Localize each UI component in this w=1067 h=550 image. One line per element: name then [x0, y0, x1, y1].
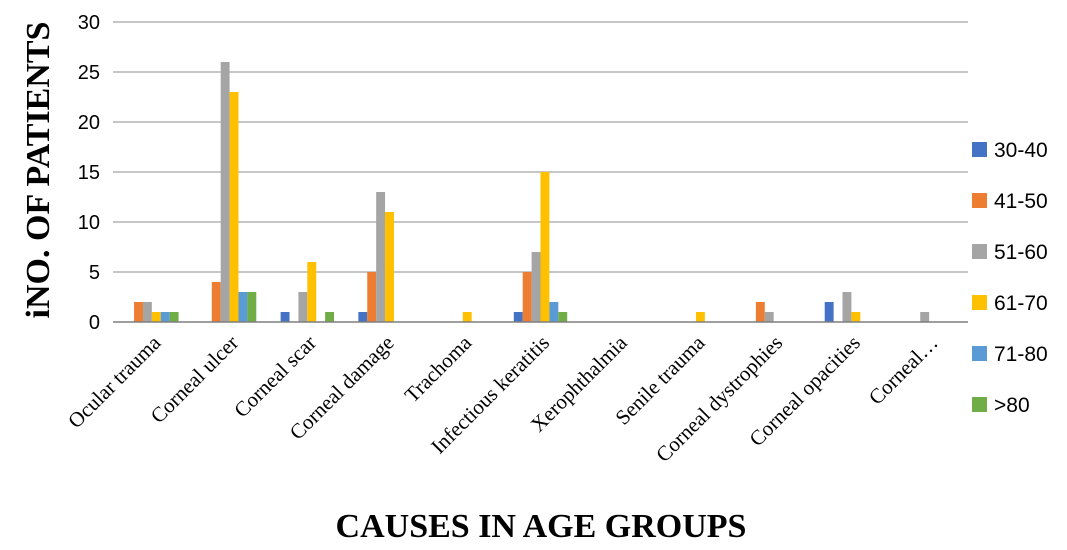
bar	[280, 312, 290, 322]
legend-swatch	[972, 244, 987, 259]
y-tick-label: 5	[89, 262, 100, 284]
category-label: Ocular trauma	[63, 330, 166, 433]
bar	[247, 292, 257, 322]
legend: 30-40 41-50 51-60 61-70 71-80 >80	[972, 139, 1048, 417]
y-tick-label: 10	[78, 212, 100, 234]
y-tick-label: 30	[78, 12, 100, 34]
y-tick-label: 25	[78, 62, 100, 84]
bars	[134, 62, 930, 322]
bar	[307, 262, 317, 322]
legend-label: 30-40	[994, 139, 1048, 162]
bar	[824, 302, 834, 322]
bar	[851, 312, 861, 322]
bar	[142, 302, 152, 322]
y-tick-label: 20	[78, 112, 100, 134]
bar	[558, 312, 568, 322]
bar	[695, 312, 705, 322]
bar	[160, 312, 170, 322]
legend-swatch	[972, 397, 987, 412]
bar	[358, 312, 368, 322]
bar	[385, 212, 394, 322]
legend-label: 71-80	[994, 343, 1048, 366]
bar	[169, 312, 179, 322]
bar	[325, 312, 335, 322]
y-tick-labels: 0 5 10 15 20 25 30	[78, 12, 100, 334]
category-label: Corneal…	[864, 331, 943, 410]
bar	[755, 302, 765, 322]
legend-label: 41-50	[994, 190, 1048, 213]
bar	[513, 312, 523, 322]
bar	[764, 312, 774, 322]
legend-label: 61-70	[994, 292, 1048, 315]
bar	[522, 272, 532, 322]
bar	[211, 282, 221, 322]
x-axis-title: CAUSES IN AGE GROUPS	[336, 508, 747, 545]
bar	[376, 192, 386, 322]
bar	[540, 172, 550, 322]
bar	[229, 92, 239, 322]
legend-label: 51-60	[994, 241, 1048, 264]
bar	[220, 62, 230, 322]
legend-swatch	[972, 193, 987, 208]
bar	[298, 292, 308, 322]
y-tick-label: 15	[78, 162, 100, 184]
legend-swatch	[972, 142, 987, 157]
y-axis-title: iNO. OF PATIENTS	[20, 22, 57, 319]
bar	[549, 302, 559, 322]
bar	[134, 302, 143, 322]
bar	[462, 312, 472, 322]
legend-swatch	[972, 295, 987, 310]
bar	[531, 252, 541, 322]
bar	[920, 312, 930, 322]
bar	[842, 292, 852, 322]
y-tick-label: 0	[89, 312, 100, 334]
bar	[151, 312, 161, 322]
bar	[367, 272, 377, 322]
bar	[238, 292, 248, 322]
legend-label: >80	[994, 394, 1030, 417]
legend-swatch	[972, 346, 987, 361]
category-label: Trachoma	[400, 330, 477, 407]
